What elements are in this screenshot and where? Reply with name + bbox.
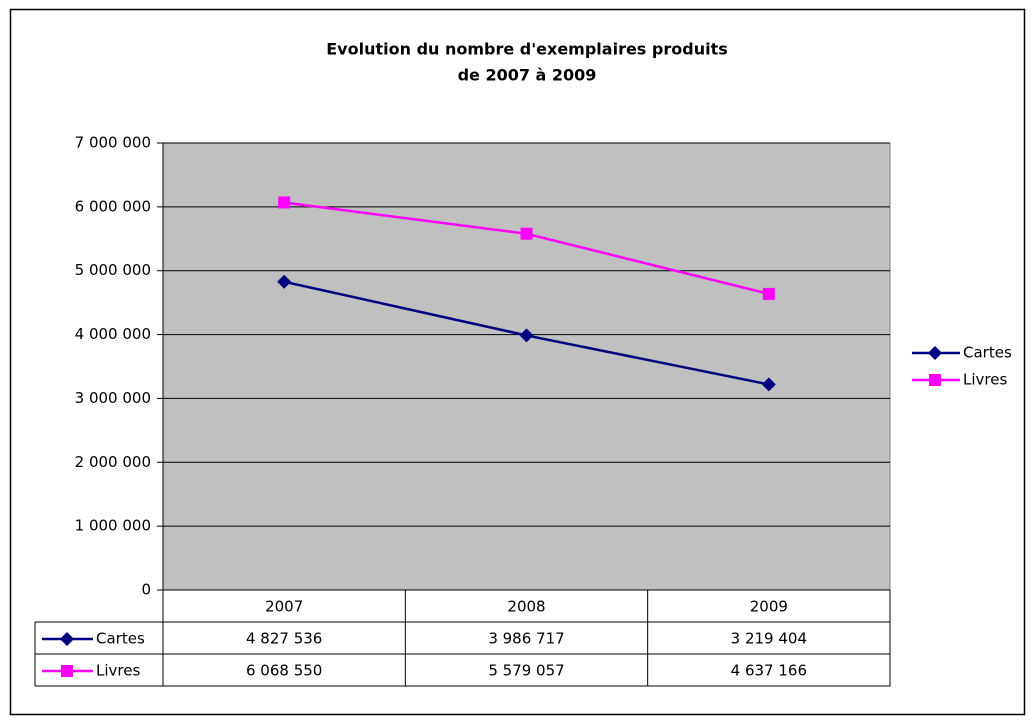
table-value: 4 637 166 bbox=[731, 662, 807, 680]
table-value: 5 579 057 bbox=[488, 662, 564, 680]
chart-title: de 2007 à 2009 bbox=[458, 66, 597, 85]
x-tick-label: 2009 bbox=[750, 598, 788, 616]
data-point bbox=[277, 274, 292, 289]
x-tick-label: 2007 bbox=[265, 598, 303, 616]
legend-label: Livres bbox=[963, 371, 1007, 389]
table-row-label: Livres bbox=[96, 662, 140, 680]
data-point bbox=[519, 328, 534, 343]
table-legend-marker bbox=[61, 665, 73, 677]
data-point bbox=[520, 227, 533, 240]
table-value: 3 219 404 bbox=[731, 630, 807, 648]
y-tick-label: 6 000 000 bbox=[75, 197, 151, 215]
y-tick-label: 5 000 000 bbox=[75, 261, 151, 279]
data-point bbox=[761, 377, 776, 392]
table-row-label: Cartes bbox=[96, 630, 145, 648]
data-point bbox=[762, 287, 775, 300]
legend-marker bbox=[929, 374, 941, 386]
y-tick-label: 7 000 000 bbox=[75, 134, 151, 152]
y-tick-label: 2 000 000 bbox=[75, 453, 151, 471]
table-value: 3 986 717 bbox=[488, 630, 564, 648]
y-tick-label: 0 bbox=[141, 581, 151, 599]
chart-title: Evolution du nombre d'exemplaires produi… bbox=[326, 40, 727, 59]
x-tick-label: 2008 bbox=[507, 598, 545, 616]
y-tick-label: 3 000 000 bbox=[75, 389, 151, 407]
plot-area bbox=[162, 142, 891, 591]
data-point bbox=[278, 196, 291, 209]
table-value: 4 827 536 bbox=[246, 630, 322, 648]
y-tick-label: 1 000 000 bbox=[75, 517, 151, 535]
legend-marker bbox=[928, 346, 942, 360]
legend-label: Cartes bbox=[963, 344, 1012, 362]
table-value: 6 068 550 bbox=[246, 662, 322, 680]
table-legend-marker bbox=[60, 632, 74, 646]
y-tick-label: 4 000 000 bbox=[75, 325, 151, 343]
